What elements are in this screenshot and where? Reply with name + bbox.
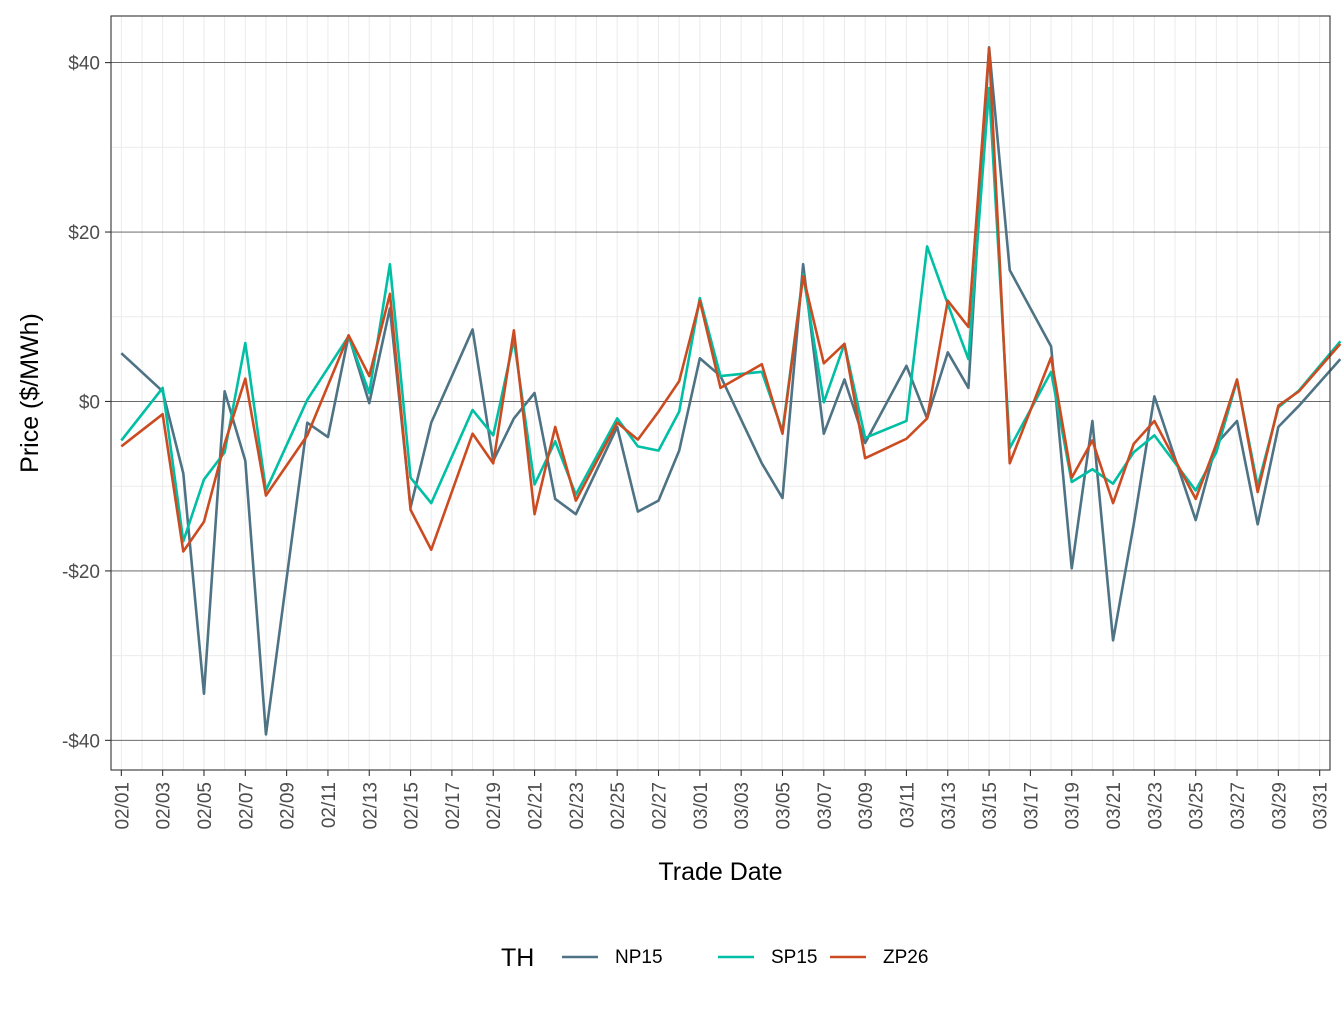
x-tick-label: 02/27 xyxy=(650,782,671,830)
x-tick-label: 03/19 xyxy=(1063,782,1084,830)
x-tick-label: 02/05 xyxy=(195,782,216,830)
x-tick-label: 03/01 xyxy=(691,782,712,830)
x-tick-label: 03/15 xyxy=(980,782,1001,830)
x-tick-label: 03/13 xyxy=(939,782,960,830)
y-tick-label: $20 xyxy=(68,223,100,244)
x-tick-label: 03/29 xyxy=(1269,782,1290,830)
x-tick-label: 02/01 xyxy=(112,782,133,830)
y-tick-label: $0 xyxy=(79,392,100,413)
x-tick-label: 03/07 xyxy=(815,782,836,830)
x-tick-label: 02/25 xyxy=(608,782,629,830)
y-tick-label: -$40 xyxy=(62,731,100,752)
x-axis-title: Trade Date xyxy=(658,858,782,886)
x-tick-label: 02/09 xyxy=(278,782,299,830)
legend-label-zp26: ZP26 xyxy=(883,947,928,968)
x-tick-label: 02/15 xyxy=(402,782,423,830)
x-tick-label: 02/23 xyxy=(567,782,588,830)
major-gridlines xyxy=(111,62,1330,741)
legend-label-np15: NP15 xyxy=(615,947,663,968)
x-tick-label: 03/05 xyxy=(773,782,794,830)
legend-title: TH xyxy=(501,944,534,972)
x-tick-label: 03/23 xyxy=(1145,782,1166,830)
series-line-zp26 xyxy=(120,46,1342,553)
series-lines xyxy=(120,46,1342,736)
y-tick-label: -$20 xyxy=(62,562,100,583)
legend-label-sp15: SP15 xyxy=(771,947,817,968)
y-tick-label: $40 xyxy=(68,54,100,75)
x-tick-label: 03/03 xyxy=(732,782,753,830)
x-tick-label: 03/09 xyxy=(856,782,877,830)
x-tick-label: 03/11 xyxy=(897,782,918,828)
x-tick-label: 03/25 xyxy=(1187,782,1208,830)
x-tick-label: 03/21 xyxy=(1104,782,1125,830)
y-axis: -$40 -$20 $0 $20 $40 xyxy=(62,54,111,752)
x-tick-label: 02/21 xyxy=(526,782,547,830)
x-tick-label: 02/19 xyxy=(484,782,505,830)
x-tick-label: 02/07 xyxy=(236,782,257,830)
y-axis-title: Price ($/MWh) xyxy=(16,313,44,473)
x-tick-label: 03/17 xyxy=(1021,782,1042,830)
x-tick-label: 02/13 xyxy=(360,782,381,830)
panel-border xyxy=(110,15,1331,771)
x-tick-label: 03/31 xyxy=(1311,782,1332,830)
x-tick-label: 02/17 xyxy=(443,782,464,830)
x-tick-label: 02/03 xyxy=(154,782,175,830)
legend: TH NP15 SP15 ZP26 xyxy=(501,944,928,972)
x-axis: 02/01 02/03 02/05 02/07 02/09 02/11 02/13 02/15… xyxy=(112,770,1332,830)
x-tick-label: 03/27 xyxy=(1228,782,1249,830)
x-tick-label: 02/11 xyxy=(319,782,340,828)
